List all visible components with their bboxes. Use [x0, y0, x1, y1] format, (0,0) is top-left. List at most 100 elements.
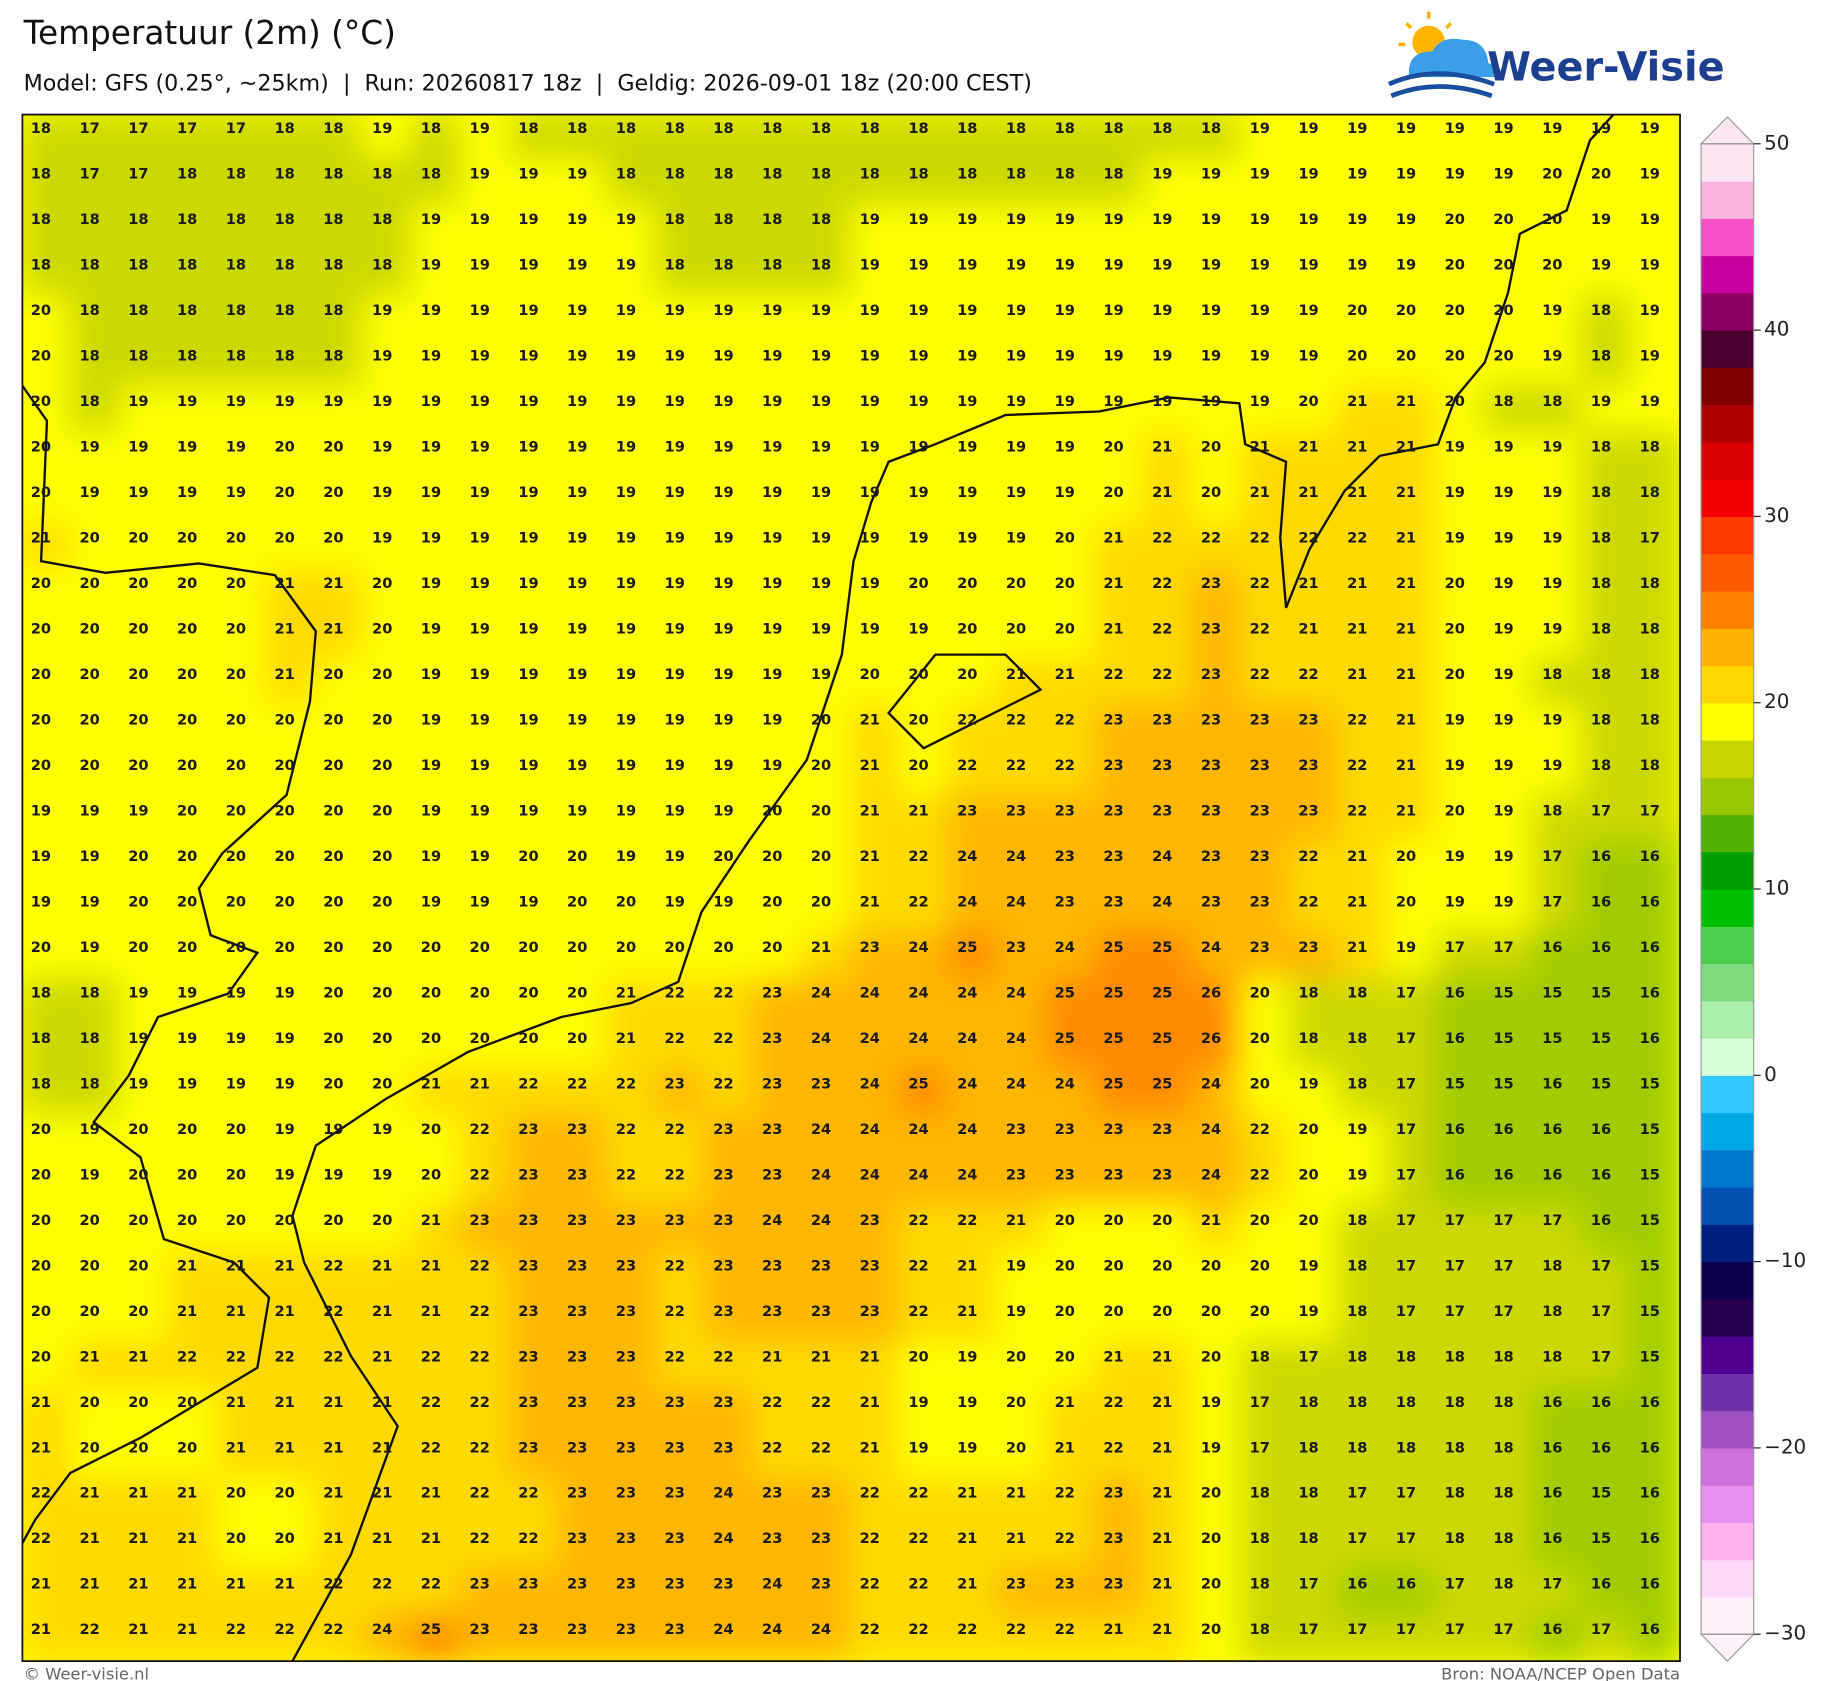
field-cell — [69, 795, 122, 844]
value-label: 17 — [1542, 1576, 1562, 1593]
value-label: 23 — [665, 1394, 685, 1411]
value-label: 23 — [567, 1621, 587, 1638]
field-cell — [362, 750, 414, 799]
value-label: 20 — [128, 939, 148, 956]
field-cell — [898, 1023, 950, 1071]
value-label: 20 — [1396, 848, 1416, 865]
field-cell — [216, 295, 268, 344]
value-label: 24 — [1055, 1075, 1075, 1092]
field-cell — [801, 249, 853, 298]
field-cell — [1532, 386, 1584, 435]
value-label: 20 — [762, 802, 782, 819]
field-cell — [1093, 1341, 1145, 1390]
field-cell — [1093, 704, 1145, 753]
value-label: 19 — [860, 302, 880, 319]
field-cell — [1142, 158, 1194, 207]
value-label: 20 — [31, 393, 51, 410]
field-cell — [508, 750, 560, 799]
value-label: 16 — [1591, 1121, 1611, 1138]
field-cell — [167, 1250, 219, 1299]
colorbar-segment — [1701, 1336, 1754, 1374]
field-cell — [216, 613, 268, 662]
value-label: 19 — [665, 530, 685, 547]
field-cell — [1142, 204, 1194, 253]
value-label: 25 — [1152, 984, 1172, 1001]
field-cell — [752, 1387, 804, 1435]
value-label: 20 — [421, 1121, 441, 1138]
colorbar-segment — [1701, 143, 1754, 182]
field-cell — [1142, 1205, 1194, 1253]
field-cell — [850, 932, 902, 980]
field-cell — [1630, 114, 1681, 162]
value-label: 21 — [128, 1530, 148, 1547]
value-label: 21 — [275, 620, 295, 637]
field-cell — [1337, 1432, 1389, 1481]
value-label: 23 — [713, 1303, 733, 1320]
value-label: 18 — [1591, 302, 1611, 319]
colorbar-tick-label: 0 — [1764, 1063, 1777, 1086]
field-cell — [1483, 704, 1535, 753]
value-label: 21 — [1298, 575, 1318, 592]
field-cell — [752, 1023, 804, 1071]
value-label: 15 — [1640, 1212, 1660, 1229]
field-cell — [1483, 1023, 1535, 1071]
field-cell — [1581, 659, 1633, 708]
field-cell — [1142, 477, 1194, 526]
value-label: 18 — [226, 348, 246, 365]
field-cell — [118, 1523, 170, 1572]
value-label: 18 — [323, 166, 343, 183]
value-label: 20 — [518, 1030, 538, 1047]
value-label: 19 — [1493, 757, 1513, 774]
field-cell — [508, 295, 560, 344]
value-label: 24 — [957, 1121, 977, 1138]
value-label: 20 — [860, 666, 880, 683]
field-cell — [898, 249, 950, 298]
field-cell — [1435, 249, 1487, 298]
field-cell — [1581, 340, 1633, 389]
field-cell — [850, 704, 902, 753]
field-cell — [508, 1023, 560, 1071]
value-label: 20 — [1103, 1303, 1123, 1320]
field-cell — [411, 1068, 463, 1117]
value-label: 19 — [421, 757, 441, 774]
field-cell — [850, 1387, 902, 1435]
value-label: 18 — [80, 1030, 100, 1047]
field-cell — [1045, 158, 1097, 207]
field-cell — [1532, 249, 1584, 298]
value-label: 19 — [1445, 711, 1465, 728]
value-label: 19 — [518, 484, 538, 501]
value-label: 21 — [860, 1348, 880, 1365]
value-label: 21 — [275, 1439, 295, 1456]
field-cell — [22, 659, 73, 708]
field-cell — [703, 1432, 755, 1481]
field-cell — [1630, 522, 1681, 571]
colorbar-segment — [1701, 292, 1754, 331]
value-label: 21 — [957, 1576, 977, 1593]
field-cell — [850, 386, 902, 435]
value-label: 20 — [1542, 166, 1562, 183]
value-label: 19 — [1542, 620, 1562, 637]
field-cell — [1386, 1568, 1438, 1617]
value-label: 19 — [1298, 166, 1318, 183]
value-label: 19 — [713, 620, 733, 637]
value-label: 24 — [908, 984, 928, 1001]
field-cell — [801, 1023, 853, 1071]
value-label: 19 — [1006, 393, 1026, 410]
field-cell — [801, 568, 853, 617]
value-label: 19 — [1103, 302, 1123, 319]
value-label: 20 — [908, 666, 928, 683]
value-label: 19 — [762, 711, 782, 728]
value-label: 20 — [372, 848, 392, 865]
value-label: 19 — [957, 1394, 977, 1411]
value-label: 16 — [1640, 1439, 1660, 1456]
field-cell — [1386, 1523, 1438, 1572]
field-cell — [655, 1159, 707, 1208]
field-cell — [362, 613, 414, 662]
field-cell — [313, 431, 365, 480]
field-cell — [1532, 295, 1584, 344]
value-label: 21 — [1103, 530, 1123, 547]
field-cell — [1045, 204, 1097, 253]
value-label: 17 — [1493, 939, 1513, 956]
value-label: 20 — [275, 802, 295, 819]
